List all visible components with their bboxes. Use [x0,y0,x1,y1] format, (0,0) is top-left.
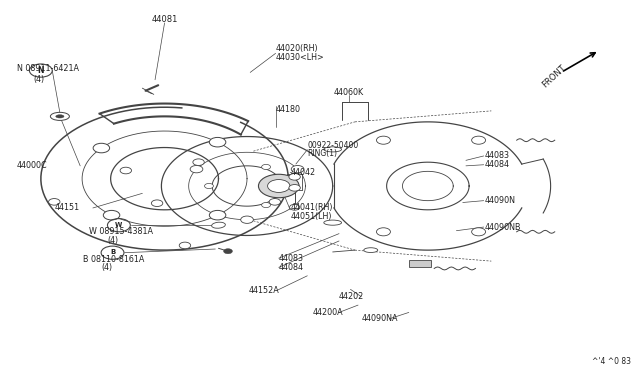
Text: (4): (4) [33,75,44,84]
Text: 44030<LH>: 44030<LH> [276,53,324,62]
Ellipse shape [212,222,225,228]
Circle shape [49,199,60,205]
Circle shape [259,174,299,198]
Text: 44020(RH): 44020(RH) [276,44,318,53]
Circle shape [241,216,253,223]
Circle shape [262,164,271,170]
Text: RING(1): RING(1) [307,149,337,158]
Circle shape [209,137,226,147]
Text: B: B [110,249,115,255]
Circle shape [209,211,226,220]
Circle shape [268,180,290,192]
Text: 44000C: 44000C [17,161,47,170]
Text: N 08911-6421A: N 08911-6421A [17,64,79,73]
Bar [409,260,431,267]
Circle shape [472,136,486,144]
Text: 44081: 44081 [152,15,178,24]
Ellipse shape [324,220,342,225]
Circle shape [269,199,280,205]
Text: 44051(LH): 44051(LH) [290,212,332,221]
Circle shape [289,204,300,210]
Text: 44041(RH): 44041(RH) [290,203,333,212]
Text: ^'4 ^0 83: ^'4 ^0 83 [592,357,631,366]
Ellipse shape [56,115,64,118]
Text: (4): (4) [108,236,118,245]
Circle shape [289,185,300,191]
Text: 44083: 44083 [485,151,510,160]
Circle shape [376,228,390,236]
Circle shape [103,211,120,220]
Text: 44083: 44083 [279,254,304,263]
Circle shape [93,143,109,153]
Circle shape [223,248,232,254]
Text: 00922-50400: 00922-50400 [307,141,358,150]
Text: B 08110-8161A: B 08110-8161A [83,255,145,264]
Text: 44202: 44202 [339,292,364,301]
Text: 44084: 44084 [279,263,304,272]
Text: 44151: 44151 [55,203,80,212]
Ellipse shape [51,112,69,121]
Text: 44200A: 44200A [312,308,343,317]
Ellipse shape [324,147,342,152]
Text: 44090N: 44090N [485,196,516,205]
Text: W: W [115,222,122,228]
Circle shape [190,166,203,173]
Circle shape [262,202,271,208]
Circle shape [472,228,486,236]
Circle shape [205,183,213,189]
Ellipse shape [364,248,378,253]
Text: N: N [38,66,44,75]
Text: (4): (4) [101,263,112,272]
Text: 44060K: 44060K [333,88,364,97]
Circle shape [179,242,191,249]
Text: 44090NA: 44090NA [361,314,397,323]
Circle shape [120,167,131,174]
Text: 44042: 44042 [290,168,316,177]
Text: 44180: 44180 [276,105,301,113]
Text: FRONT: FRONT [541,63,568,89]
Circle shape [289,174,300,180]
Circle shape [291,166,304,173]
Text: 44152A: 44152A [249,286,280,295]
Text: 44090NB: 44090NB [485,222,522,231]
Text: 44084: 44084 [485,160,510,169]
Circle shape [151,200,163,206]
Circle shape [376,136,390,144]
Text: W 08915-4381A: W 08915-4381A [89,227,153,236]
Circle shape [193,159,204,166]
